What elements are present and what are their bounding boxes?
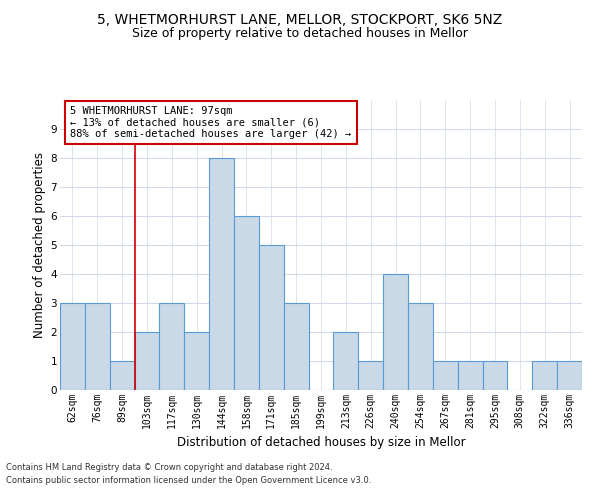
Text: Contains HM Land Registry data © Crown copyright and database right 2024.: Contains HM Land Registry data © Crown c… — [6, 464, 332, 472]
Bar — [383, 274, 408, 390]
Bar — [482, 361, 508, 390]
Bar — [458, 361, 482, 390]
Y-axis label: Number of detached properties: Number of detached properties — [34, 152, 46, 338]
Bar — [209, 158, 234, 390]
Bar — [408, 303, 433, 390]
Text: Size of property relative to detached houses in Mellor: Size of property relative to detached ho… — [132, 28, 468, 40]
Bar — [284, 303, 308, 390]
Bar — [234, 216, 259, 390]
Text: Contains public sector information licensed under the Open Government Licence v3: Contains public sector information licen… — [6, 476, 371, 485]
Text: 5, WHETMORHURST LANE, MELLOR, STOCKPORT, SK6 5NZ: 5, WHETMORHURST LANE, MELLOR, STOCKPORT,… — [97, 12, 503, 26]
Bar — [557, 361, 582, 390]
Bar — [60, 303, 85, 390]
Bar — [85, 303, 110, 390]
Bar — [134, 332, 160, 390]
Bar — [160, 303, 184, 390]
Text: 5 WHETMORHURST LANE: 97sqm
← 13% of detached houses are smaller (6)
88% of semi-: 5 WHETMORHURST LANE: 97sqm ← 13% of deta… — [70, 106, 352, 139]
Bar — [358, 361, 383, 390]
Bar — [259, 245, 284, 390]
Bar — [184, 332, 209, 390]
Bar — [433, 361, 458, 390]
Bar — [532, 361, 557, 390]
X-axis label: Distribution of detached houses by size in Mellor: Distribution of detached houses by size … — [176, 436, 466, 450]
Bar — [334, 332, 358, 390]
Bar — [110, 361, 134, 390]
